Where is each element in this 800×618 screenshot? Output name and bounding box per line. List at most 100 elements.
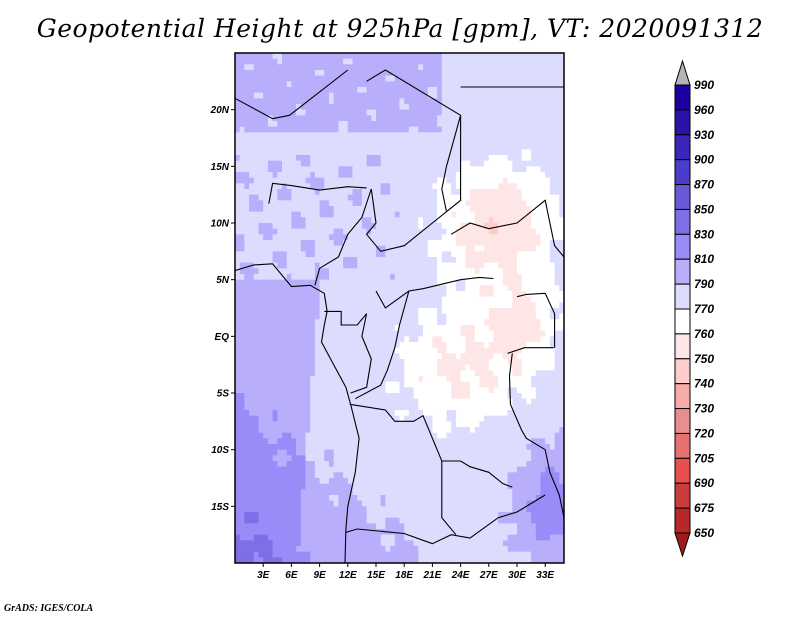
field-cell	[554, 308, 560, 315]
field-cell	[357, 330, 363, 337]
field-cell	[545, 240, 551, 247]
field-cell	[427, 449, 433, 456]
field-cell	[277, 421, 283, 428]
field-cell	[507, 325, 513, 332]
field-cell	[479, 166, 485, 173]
field-cell	[423, 353, 429, 360]
field-cell	[399, 342, 405, 349]
field-cell	[286, 432, 292, 439]
field-cell	[253, 138, 260, 145]
field-cell	[385, 143, 391, 150]
field-cell	[432, 285, 438, 292]
field-cell	[272, 177, 278, 184]
field-cell	[286, 149, 292, 156]
field-cell	[385, 376, 391, 383]
field-cell	[347, 177, 354, 184]
field-cell	[545, 421, 551, 428]
field-cell	[366, 211, 372, 218]
field-cell	[235, 308, 241, 315]
field-cell	[437, 189, 443, 196]
field-cell	[319, 64, 325, 71]
field-cell	[484, 251, 490, 258]
field-cell	[319, 132, 325, 139]
field-cell	[526, 257, 532, 264]
field-cell	[272, 132, 278, 139]
field-cell	[357, 177, 363, 184]
field-cell	[531, 245, 537, 252]
field-cell	[390, 200, 396, 207]
field-cell	[540, 291, 546, 298]
field-cell	[441, 240, 448, 247]
field-cell	[404, 234, 410, 241]
field-cell	[535, 166, 542, 173]
field-cell	[357, 228, 363, 235]
field-cell	[484, 376, 490, 383]
field-cell	[357, 376, 363, 383]
field-cell	[474, 58, 480, 65]
field-cell	[502, 268, 509, 275]
field-cell	[451, 177, 457, 184]
field-cell	[531, 138, 537, 145]
field-cell	[277, 92, 283, 99]
field-cell	[361, 449, 368, 456]
field-cell	[282, 58, 288, 65]
field-cell	[502, 143, 509, 150]
field-cell	[258, 359, 264, 366]
field-cell	[394, 166, 401, 173]
field-cell	[446, 449, 452, 456]
field-cell	[502, 245, 509, 252]
field-cell	[437, 313, 443, 320]
field-cell	[371, 92, 377, 99]
field-cell	[324, 200, 330, 207]
field-cell	[277, 126, 283, 133]
field-cell	[488, 376, 495, 383]
field-cell	[258, 211, 264, 218]
field-cell	[545, 302, 551, 309]
field-cell	[408, 206, 415, 213]
field-cell	[460, 183, 466, 190]
field-cell	[427, 155, 433, 162]
field-cell	[310, 325, 316, 332]
field-cell	[380, 81, 386, 88]
field-cell	[305, 291, 311, 298]
field-cell	[305, 421, 311, 428]
field-cell	[371, 279, 377, 286]
field-cell	[324, 421, 330, 428]
field-cell	[517, 364, 523, 371]
field-cell	[404, 262, 410, 269]
field-cell	[399, 296, 405, 303]
field-cell	[239, 432, 245, 439]
field-cell	[310, 398, 316, 405]
field-cell	[296, 393, 302, 400]
field-cell	[291, 268, 297, 275]
field-cell	[437, 410, 443, 417]
field-cell	[333, 155, 339, 162]
field-cell	[361, 393, 368, 400]
field-cell	[507, 194, 513, 201]
field-cell	[413, 330, 419, 337]
field-cell	[347, 104, 354, 111]
field-cell	[549, 98, 556, 105]
field-cell	[507, 268, 513, 275]
field-cell	[371, 211, 377, 218]
field-cell	[432, 166, 438, 173]
field-cell	[333, 109, 339, 116]
field-cell	[267, 325, 274, 332]
field-cell	[376, 274, 382, 281]
field-cell	[446, 115, 452, 122]
field-cell	[239, 138, 245, 145]
field-cell	[451, 296, 457, 303]
field-cell	[310, 404, 316, 411]
field-cell	[329, 449, 335, 456]
field-cell	[521, 211, 527, 218]
field-cell	[272, 172, 278, 179]
field-cell	[549, 223, 556, 230]
field-cell	[432, 70, 438, 77]
field-cell	[479, 53, 485, 60]
field-cell	[347, 206, 354, 213]
field-cell	[296, 155, 302, 162]
field-cell	[484, 166, 490, 173]
field-cell	[441, 308, 448, 315]
field-cell	[507, 155, 513, 162]
field-cell	[531, 211, 537, 218]
